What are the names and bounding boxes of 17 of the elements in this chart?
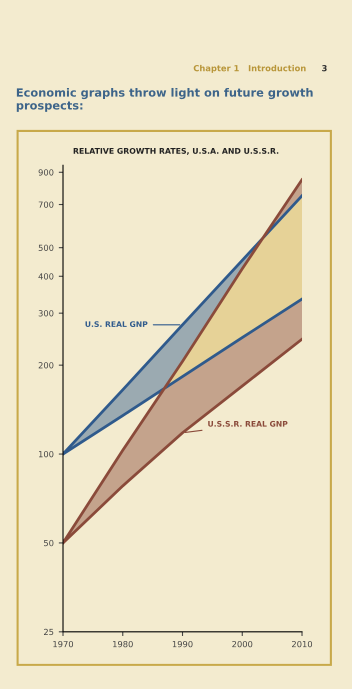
y-tick-label: 500 [38, 244, 54, 251]
y-tick-label: 200 [38, 362, 54, 368]
text: 3 [322, 65, 327, 72]
y-tick-label: 900 [38, 169, 54, 176]
x-tick-label: 2000 [232, 640, 252, 648]
y-tick-label: 100 [38, 451, 54, 458]
y-tick-label: 700 [38, 202, 54, 208]
text: Chapter 1 Introduction [194, 64, 306, 73]
y-tick-label: 400 [38, 273, 54, 280]
x-tick-label: 1990 [172, 640, 193, 648]
y-tick-label: 50 [44, 540, 54, 546]
x-tick-label: 1980 [113, 640, 133, 648]
y-tick-label: 300 [38, 310, 54, 316]
x-tick-label: 2010 [292, 640, 312, 648]
text: Economic graphs throw light on future growth prospects: [16, 88, 313, 112]
x-tick-label: 1970 [53, 640, 74, 648]
y-tick-label: 25 [44, 628, 54, 636]
